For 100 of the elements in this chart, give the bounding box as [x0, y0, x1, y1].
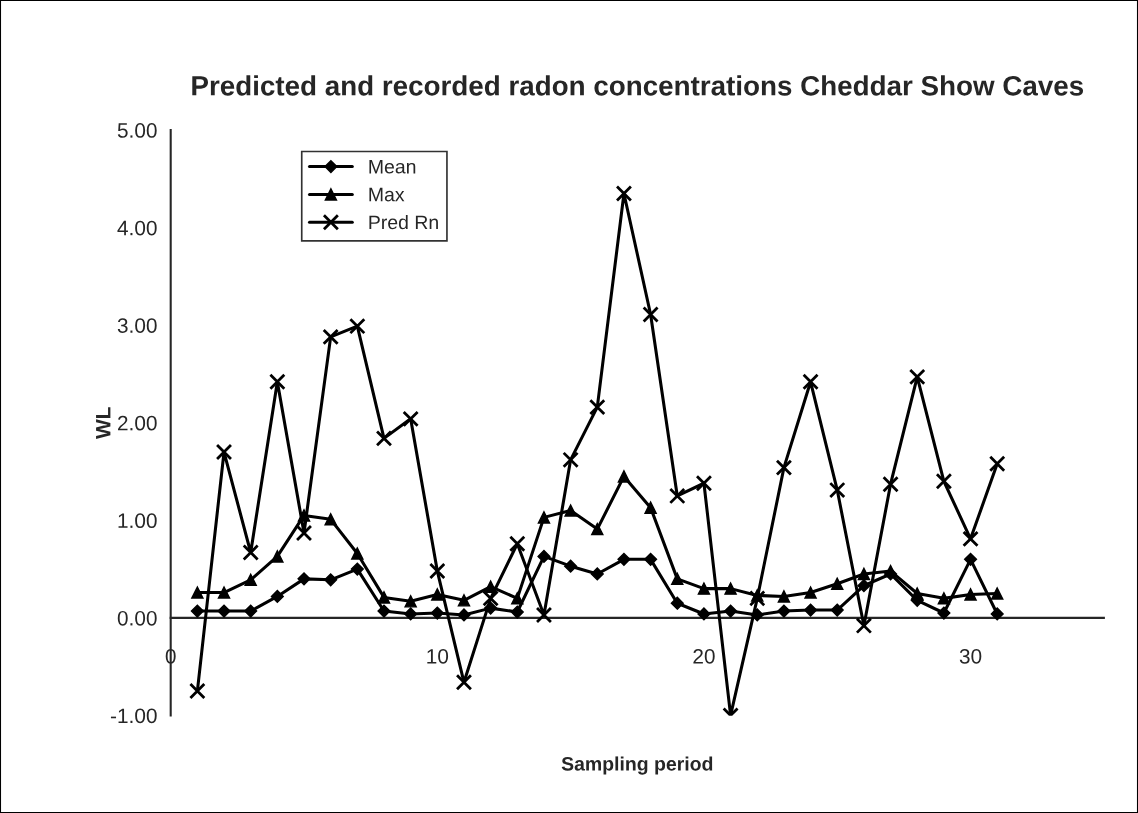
point — [751, 589, 764, 602]
point — [615, 185, 633, 202]
x-tick-label: 10 — [427, 648, 449, 664]
point — [697, 607, 711, 621]
y-axis-title: WL — [96, 407, 111, 439]
point — [990, 607, 1004, 621]
point — [670, 596, 684, 610]
point — [882, 475, 899, 493]
point — [963, 552, 978, 566]
point — [642, 306, 659, 323]
point — [724, 582, 737, 595]
point — [803, 603, 818, 617]
point — [511, 592, 524, 605]
point — [962, 530, 979, 548]
point — [351, 547, 364, 560]
point — [350, 562, 364, 576]
point — [537, 549, 551, 564]
point — [217, 604, 231, 618]
point — [271, 550, 284, 563]
point — [215, 443, 233, 461]
point — [484, 601, 498, 615]
point — [430, 606, 444, 620]
point — [804, 586, 817, 599]
point — [883, 567, 898, 581]
point — [244, 573, 257, 587]
point — [988, 455, 1006, 473]
chart-title: Predicted and recorded radon concentrations Cheddar Show Caves — [192, 75, 1084, 96]
point — [377, 604, 391, 618]
point — [857, 567, 871, 581]
point — [857, 579, 871, 593]
point — [191, 586, 204, 599]
legend-label: Mean — [369, 160, 416, 174]
point — [990, 587, 1004, 600]
point — [404, 607, 418, 621]
y-tick-label: 0.00 — [117, 610, 157, 626]
point — [697, 582, 711, 595]
y-tick-label: 5.00 — [117, 123, 157, 138]
point — [457, 594, 471, 607]
point — [297, 572, 311, 586]
point — [668, 487, 686, 505]
point — [695, 474, 713, 492]
point — [830, 603, 844, 617]
point — [750, 608, 764, 622]
point — [428, 562, 446, 580]
point — [775, 459, 793, 476]
point — [297, 509, 311, 522]
y-tick-label: 2.00 — [118, 415, 157, 431]
point — [644, 501, 657, 514]
point — [935, 472, 953, 490]
point — [564, 504, 577, 517]
point — [724, 604, 738, 618]
point — [644, 552, 658, 566]
point — [671, 572, 684, 586]
point — [937, 592, 951, 605]
point — [802, 373, 819, 391]
point — [908, 368, 926, 386]
point — [564, 559, 578, 573]
point — [777, 590, 791, 603]
y-tick-label: 3.00 — [117, 318, 157, 333]
point — [455, 673, 473, 691]
point — [404, 595, 417, 608]
point — [244, 604, 258, 618]
point — [377, 591, 391, 604]
point — [431, 588, 444, 601]
point — [828, 481, 846, 499]
point — [322, 328, 340, 346]
point — [217, 586, 231, 599]
point — [190, 604, 204, 618]
x-axis-title: Sampling period — [561, 756, 713, 775]
point — [537, 511, 551, 524]
x-tick-label: 20 — [693, 648, 715, 664]
point — [830, 577, 844, 590]
point — [402, 410, 419, 428]
point — [508, 535, 526, 553]
x-tick-label: 30 — [959, 648, 982, 664]
point — [457, 608, 471, 622]
point — [270, 589, 284, 604]
point — [562, 451, 579, 469]
point — [324, 513, 337, 526]
point — [937, 606, 951, 620]
legend-label: Pred Rn — [369, 214, 438, 230]
point — [777, 604, 791, 618]
point — [590, 567, 604, 581]
point — [269, 373, 286, 391]
point — [535, 606, 553, 624]
point — [617, 552, 631, 566]
y-tick-label: 4.00 — [117, 220, 157, 236]
point — [591, 522, 604, 536]
point — [964, 588, 977, 601]
y-tick-label: 1.00 — [118, 513, 157, 529]
point — [482, 590, 499, 607]
legend-label: Max — [369, 187, 405, 202]
point — [189, 682, 206, 700]
point — [510, 605, 524, 619]
point — [324, 573, 338, 587]
point — [484, 580, 497, 593]
point — [617, 470, 631, 483]
point — [375, 430, 393, 447]
point — [588, 398, 606, 416]
point — [349, 317, 366, 335]
